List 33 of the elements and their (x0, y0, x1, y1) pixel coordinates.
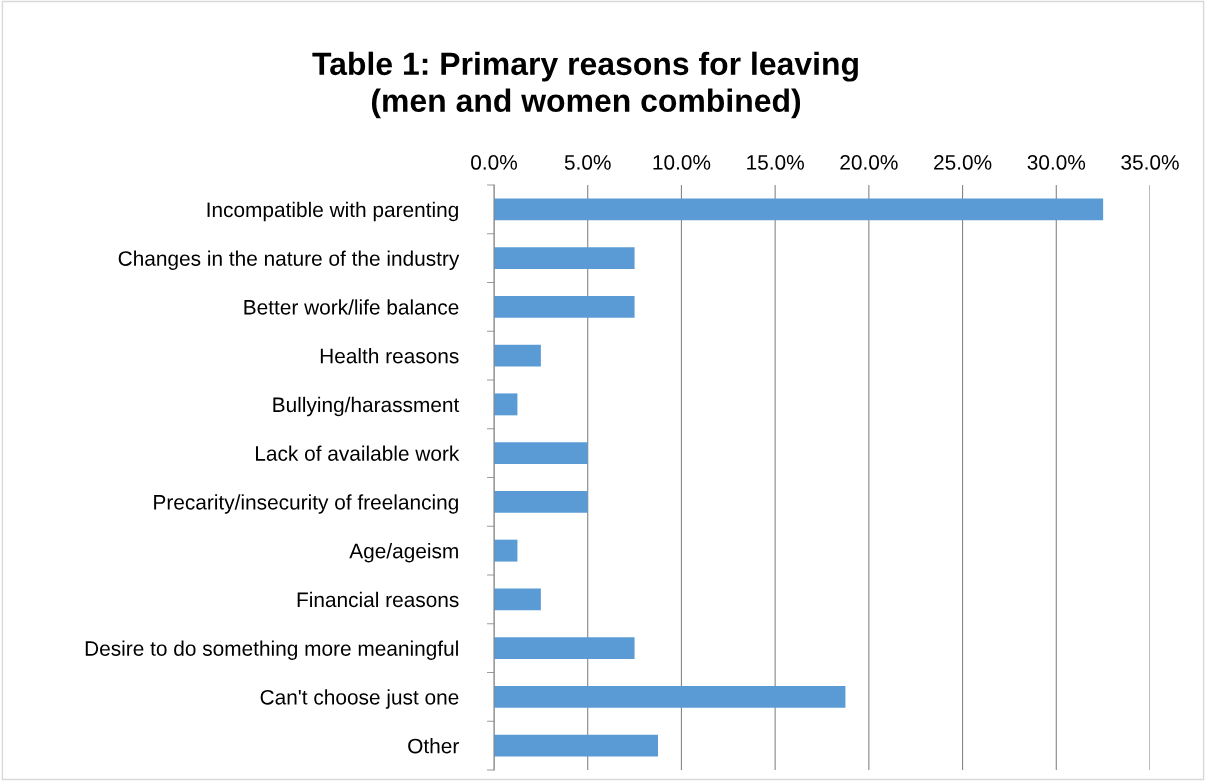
bar (494, 588, 541, 611)
bar (494, 344, 541, 367)
bar (494, 490, 588, 513)
y-tick-label: Lack of available work (256, 445, 460, 461)
y-tick-label: Precarity/insecurity of freelancing (154, 494, 458, 514)
bar (494, 442, 588, 465)
y-tick-label: Changes in the nature of the industry (118, 250, 460, 270)
y-tick-label: Desire to do something more meaningful (85, 640, 458, 660)
x-tick-label: 15.0% (747, 155, 804, 170)
y-tick-label: Can't choose just one (260, 689, 459, 709)
y-tick-label: Other (408, 738, 459, 754)
bar (494, 295, 635, 318)
chart-title: Table 1: Primary reasons for leaving (men and women combined) (312, 51, 858, 119)
y-tick-label: Better work/life balance (244, 299, 459, 315)
bar (494, 539, 518, 562)
x-tick-label: 35.0% (1121, 155, 1179, 170)
x-tick-label: 10.0% (653, 155, 711, 170)
bar (494, 393, 518, 416)
y-tick-label: Bullying/harassment (273, 396, 460, 417)
y-tick-label: Age/ageism (349, 543, 458, 563)
bar (494, 247, 635, 270)
bar (494, 198, 1104, 221)
x-tick-label: 0.0% (471, 155, 517, 170)
bar (494, 637, 635, 660)
bar (494, 734, 658, 757)
y-tick-label: Financial reasons (297, 591, 459, 608)
x-tick-label: 30.0% (1027, 155, 1086, 170)
bar (494, 685, 846, 708)
x-tick-label: 25.0% (934, 155, 992, 170)
y-tick-label: Incompatible with parenting (207, 201, 458, 222)
x-tick-label: 20.0% (840, 155, 898, 170)
y-tick-label: Health reasons (320, 348, 459, 364)
x-tick-label: 5.0% (564, 155, 611, 170)
